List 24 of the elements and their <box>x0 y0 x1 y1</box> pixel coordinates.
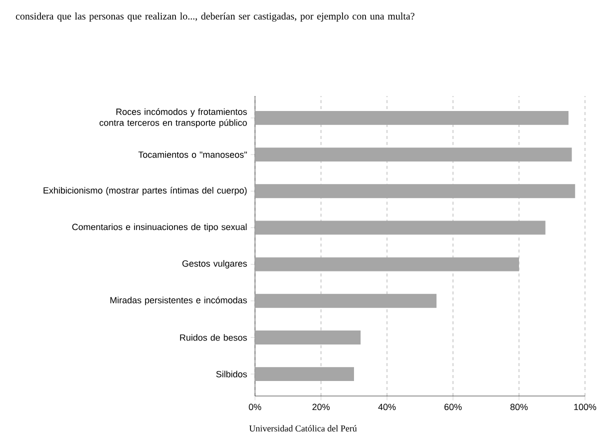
y-tick-label: Roces incómodos y frotamientos contra terceros en transporte público <box>100 108 247 128</box>
x-tick-label: 80% <box>510 404 528 410</box>
bar <box>255 294 437 308</box>
bar <box>255 184 576 198</box>
bar <box>255 330 361 344</box>
x-tick-label: 40% <box>378 404 396 410</box>
x-tick-label: 20% <box>312 404 330 410</box>
y-tick-label: Miradas persistentes e incómodas <box>110 296 247 306</box>
bar <box>255 367 354 382</box>
y-tick-label: Tocamientos o "manoseos" <box>138 151 247 158</box>
x-tick-label: 0% <box>248 404 262 410</box>
y-tick-label: Comentarios e insinuaciones de tipo sexual <box>72 224 247 232</box>
bar <box>255 148 572 162</box>
x-tick-label: 60% <box>444 404 462 410</box>
x-tick-label: 100% <box>574 404 596 410</box>
text: Universidad Católica del Perú <box>249 425 357 432</box>
bar <box>255 110 569 125</box>
bar <box>255 220 546 235</box>
y-tick-label: Ruidos de besos <box>180 334 247 341</box>
y-tick-label: Silbidos <box>216 370 247 378</box>
y-tick-label: Gestos vulgares <box>182 260 247 268</box>
y-tick-label: Exhibicionismo (mostrar partes íntimas del cuerpo) <box>44 186 247 196</box>
bar <box>255 257 520 272</box>
chart-subtitle: considera que las personas que realizan lo..., deberían ser castigadas, por ejemplo con una multa? <box>16 12 414 22</box>
